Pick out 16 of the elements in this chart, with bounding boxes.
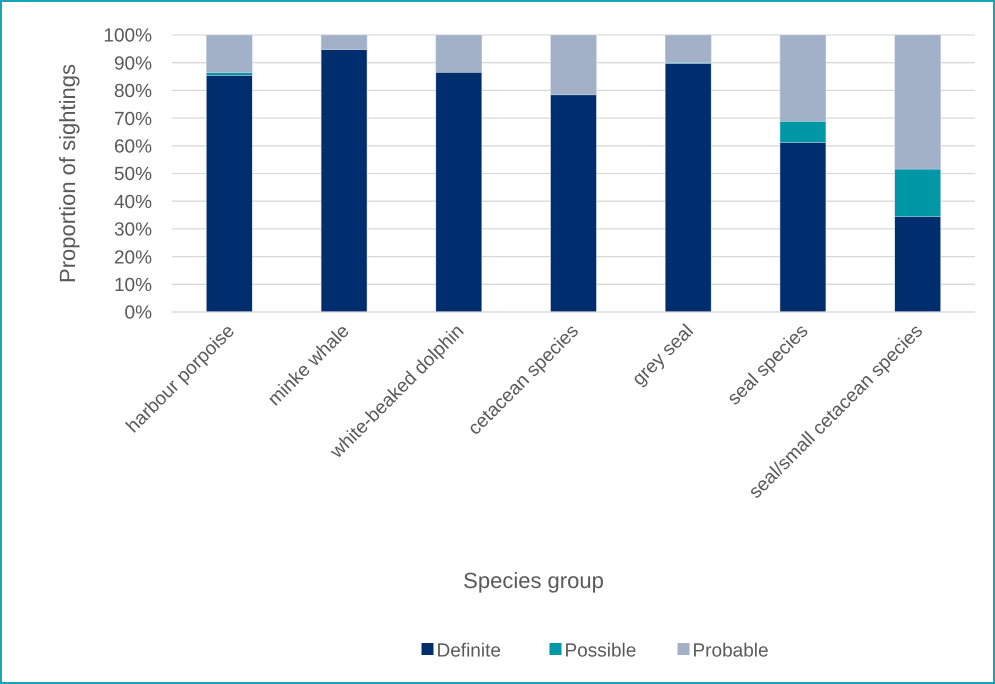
y-tick-label: 60% (114, 136, 152, 158)
y-tick-label: 70% (114, 108, 152, 130)
y-tick-label: 0% (124, 302, 152, 324)
y-tick-label: 10% (114, 274, 152, 296)
y-tick-label: 50% (114, 164, 152, 186)
y-tick-label: 90% (114, 53, 152, 74)
legend-label: Definite (436, 640, 501, 662)
legend-label: Probable (692, 640, 769, 662)
y-tick-label: 20% (114, 247, 152, 268)
y-tick-label: 80% (114, 81, 152, 102)
y-tick-label: 30% (114, 220, 152, 241)
x-axis-title: Species group (463, 568, 604, 593)
y-tick-label: 100% (103, 26, 152, 47)
legend-label: Possible (564, 640, 636, 662)
y-tick-label: 40% (114, 192, 152, 213)
y-axis-title: Proportion of sightings (55, 64, 80, 283)
